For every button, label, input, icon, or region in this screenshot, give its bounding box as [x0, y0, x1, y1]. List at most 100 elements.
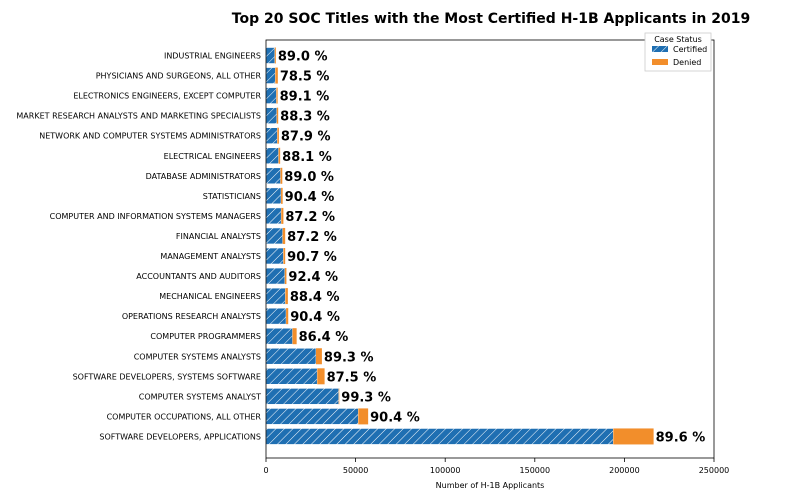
- category-label: SOFTWARE DEVELOPERS, APPLICATIONS: [99, 432, 261, 441]
- bar-denied: [281, 187, 283, 204]
- percent-label: 88.1 %: [282, 150, 332, 165]
- percent-label: 86.4 %: [299, 330, 349, 345]
- percent-label: 88.4 %: [290, 290, 340, 305]
- category-label: OPERATIONS RESEARCH ANALYSTS: [122, 312, 261, 321]
- bar-denied: [613, 428, 654, 445]
- bar-denied: [284, 268, 287, 285]
- x-tick-label: 250000: [699, 466, 730, 475]
- x-tick-label: 100000: [430, 466, 461, 475]
- category-label: NETWORK AND COMPUTER SYSTEMS ADMINISTRAT…: [39, 132, 261, 141]
- percent-label: 92.4 %: [288, 270, 338, 285]
- category-label: MARKET RESEARCH ANALYSTS AND MARKETING S…: [16, 112, 261, 121]
- category-label: ELECTRICAL ENGINEERS: [164, 152, 261, 161]
- percent-label: 87.5 %: [327, 370, 377, 385]
- category-label: COMPUTER SYSTEMS ANALYST: [139, 392, 261, 401]
- bars: [265, 47, 654, 445]
- x-axis-ticks: 0 50000 100000 150000 200000 250000: [263, 458, 729, 475]
- legend-label-denied: Denied: [673, 58, 701, 67]
- category-label: MECHANICAL ENGINEERS: [159, 292, 261, 301]
- bar-denied: [280, 167, 283, 184]
- category-label: PHYSICIANS AND SURGEONS, ALL OTHER: [96, 72, 262, 81]
- bar-denied: [281, 207, 284, 224]
- bar-denied: [276, 87, 278, 104]
- category-label: INDUSTRIAL ENGINEERS: [164, 52, 261, 61]
- x-tick-label: 0: [263, 466, 268, 475]
- category-label: FINANCIAL ANALYSTS: [176, 232, 261, 241]
- bar-certified: [265, 267, 286, 285]
- bar-certified: [265, 367, 318, 385]
- percent-label: 78.5 %: [280, 70, 330, 85]
- percent-label: 87.2 %: [285, 210, 335, 225]
- bar-certified: [265, 247, 284, 265]
- bar-denied: [292, 328, 297, 345]
- bar-certified: [265, 287, 286, 305]
- bar-certified: [265, 67, 276, 84]
- category-label: COMPUTER OCCUPATIONS, ALL OTHER: [107, 412, 262, 421]
- percent-label: 90.7 %: [287, 250, 337, 265]
- category-label: MANAGEMENT ANALYSTS: [160, 252, 261, 261]
- bar-certified: [265, 327, 293, 345]
- percent-label: 89.3 %: [324, 350, 374, 365]
- category-label: COMPUTER SYSTEMS ANALYSTS: [134, 352, 261, 361]
- legend-label-certified: Certified: [673, 45, 707, 54]
- category-label: SOFTWARE DEVELOPERS, SYSTEMS SOFTWARE: [73, 372, 261, 381]
- bar-certified: [265, 207, 282, 225]
- bar-certified: [265, 127, 278, 144]
- bar-certified: [265, 408, 359, 425]
- legend-swatch-denied: [652, 59, 668, 65]
- x-tick-label: 150000: [520, 466, 551, 475]
- legend: Case Status Certified Denied: [644, 32, 712, 72]
- percent-label: 87.9 %: [281, 130, 331, 145]
- percent-label: 90.4 %: [370, 410, 420, 425]
- bar-denied: [275, 67, 278, 84]
- bar-denied: [274, 47, 276, 64]
- bar-denied: [276, 107, 279, 124]
- bar-certified: [265, 47, 276, 64]
- bar-certified: [265, 388, 340, 405]
- bar-denied: [283, 248, 286, 264]
- bar-certified: [265, 347, 317, 365]
- percent-label: 90.4 %: [290, 310, 340, 325]
- plot-area-frame: [265, 39, 715, 459]
- bar-denied: [278, 147, 281, 164]
- category-label: COMPUTER PROGRAMMERS: [150, 332, 261, 341]
- category-label: ELECTRONICS ENGINEERS, EXCEPT COMPUTER: [73, 92, 261, 101]
- bar-denied: [338, 388, 340, 405]
- bar-denied: [317, 368, 325, 385]
- bar-denied: [286, 308, 289, 325]
- bar-certified: [265, 107, 278, 124]
- category-label: COMPUTER AND INFORMATION SYSTEMS MANAGER…: [50, 212, 261, 221]
- bar-certified: [265, 87, 277, 104]
- bar-certified: [265, 227, 283, 245]
- bar-denied: [358, 408, 369, 425]
- percent-label: 88.3 %: [280, 110, 330, 125]
- bar-certified: [265, 167, 281, 185]
- bar-denied: [315, 348, 322, 365]
- legend-swatch-certified: [652, 46, 668, 52]
- bar-certified: [265, 147, 279, 165]
- percent-label: 89.0 %: [284, 170, 334, 185]
- percent-label: 99.3 %: [341, 390, 391, 405]
- bar-certified: [265, 187, 282, 205]
- x-tick-label: 200000: [609, 466, 640, 475]
- percent-label: 87.2 %: [287, 230, 337, 245]
- chart-title: Top 20 SOC Titles with the Most Certifie…: [232, 11, 750, 27]
- category-label: DATABASE ADMINISTRATORS: [146, 172, 261, 181]
- bar-certified: [265, 428, 614, 445]
- category-label: STATISTICIANS: [203, 192, 261, 201]
- percent-labels: 89.0 % 78.5 % 89.1 % 88.3 % 87.9 % 88.1 % 89.0…: [278, 50, 705, 446]
- percent-label: 89.0 %: [278, 50, 328, 65]
- percent-label: 89.6 %: [656, 430, 706, 445]
- category-labels: INDUSTRIAL ENGINEERS PHYSICIANS AND SURGE…: [16, 52, 261, 442]
- bar-certified: [265, 307, 287, 325]
- legend-title: Case Status: [654, 35, 702, 44]
- bar-denied: [282, 227, 286, 244]
- bar-denied: [277, 127, 279, 144]
- bar-denied: [285, 288, 288, 305]
- x-axis-label: Number of H-1B Applicants: [436, 481, 545, 490]
- percent-label: 89.1 %: [280, 90, 330, 105]
- category-label: ACCOUNTANTS AND AUDITORS: [136, 272, 261, 281]
- percent-label: 90.4 %: [285, 190, 335, 205]
- x-tick-label: 50000: [343, 466, 368, 475]
